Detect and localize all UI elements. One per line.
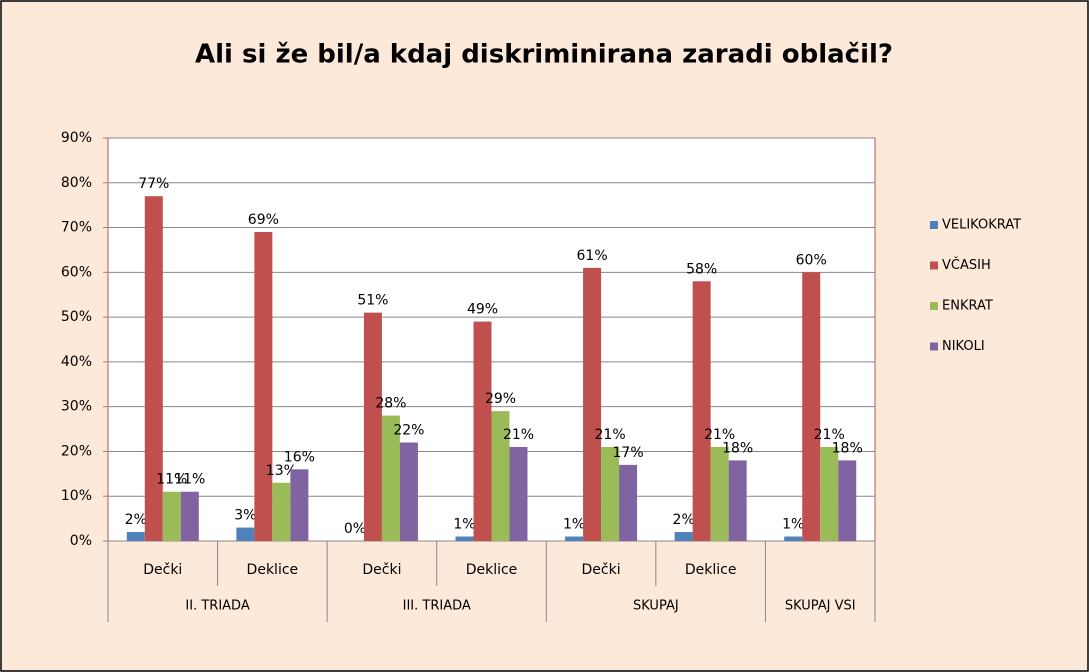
bar [509, 446, 528, 541]
bar [455, 536, 474, 541]
data-label: 49% [467, 302, 498, 318]
bar [381, 415, 400, 541]
bar [802, 272, 821, 541]
group-label: II. TRIADA [185, 599, 249, 614]
legend-label: VELIKOKRAT [942, 218, 1021, 233]
group-label: III. TRIADA [403, 599, 471, 614]
data-label: 11% [174, 472, 205, 488]
y-tick-label: 20% [61, 443, 92, 459]
group-label: SKUPAJ [633, 599, 679, 614]
x-tick-label: Deklice [466, 562, 518, 578]
y-tick-label: 70% [61, 220, 92, 236]
data-label: 2% [125, 512, 147, 528]
data-label: 21% [595, 427, 626, 443]
data-label: 58% [686, 261, 717, 277]
data-label: 21% [704, 427, 735, 443]
data-label: 1% [453, 517, 475, 533]
bar [162, 491, 181, 541]
bar [710, 446, 729, 541]
bar [674, 532, 693, 541]
bar [254, 232, 273, 542]
legend-label: VČASIH [942, 257, 991, 273]
legend-swatch [930, 221, 938, 229]
y-tick-label: 0% [70, 533, 92, 549]
bar [601, 446, 620, 541]
data-label: 17% [613, 445, 644, 461]
data-label: 13% [266, 463, 297, 479]
bar [290, 469, 309, 541]
bar [784, 536, 803, 541]
data-label: 21% [814, 427, 845, 443]
x-tick-label: Dečki [143, 562, 182, 578]
y-tick-label: 90% [61, 130, 92, 146]
bar [619, 464, 638, 541]
data-label: 1% [563, 517, 585, 533]
data-label: 77% [138, 176, 169, 192]
data-label: 21% [503, 427, 534, 443]
legend-swatch [930, 342, 938, 351]
y-tick-label: 40% [61, 354, 92, 370]
data-label: 22% [393, 422, 424, 438]
data-label: 29% [485, 391, 516, 407]
bar [272, 482, 291, 541]
data-label: 16% [284, 449, 315, 465]
x-tick-label: Deklice [685, 562, 737, 578]
y-tick-label: 50% [61, 309, 92, 325]
data-label: 3% [234, 508, 256, 524]
data-label: 1% [782, 517, 804, 533]
chart-title: Ali si že bil/a kdaj diskriminirana zara… [195, 40, 893, 70]
data-label: 18% [722, 440, 753, 456]
legend-label: NIKOLI [942, 339, 985, 354]
data-label: 18% [832, 440, 863, 456]
y-tick-label: 60% [61, 264, 92, 280]
bar [399, 442, 418, 541]
bar [491, 411, 510, 541]
data-label: 2% [673, 512, 695, 528]
bar [473, 321, 492, 541]
bar [692, 281, 711, 541]
bar [180, 491, 199, 541]
x-tick-label: Dečki [362, 562, 401, 578]
data-label: 11% [156, 472, 187, 488]
bar [144, 196, 163, 541]
data-label: 69% [248, 212, 279, 228]
data-label: 28% [375, 396, 406, 412]
bar [363, 312, 382, 541]
group-label: SKUPAJ VSI [785, 599, 856, 614]
legend-label: ENKRAT [942, 299, 993, 314]
y-tick-label: 80% [61, 175, 92, 191]
bar [728, 460, 747, 541]
y-tick-label: 10% [61, 488, 92, 504]
y-tick-label: 30% [61, 399, 92, 415]
bar [126, 532, 145, 541]
x-tick-label: Dečki [582, 562, 621, 578]
legend-swatch [930, 302, 938, 310]
data-label: 0% [344, 521, 366, 537]
data-label: 51% [357, 293, 388, 309]
data-label: 61% [577, 248, 608, 264]
bar [820, 446, 839, 541]
bar [583, 267, 602, 541]
bar [236, 527, 255, 541]
legend-swatch [930, 261, 938, 270]
data-label: 60% [796, 252, 827, 268]
x-tick-label: Deklice [247, 562, 299, 578]
bar [838, 460, 857, 541]
bar [565, 536, 584, 541]
